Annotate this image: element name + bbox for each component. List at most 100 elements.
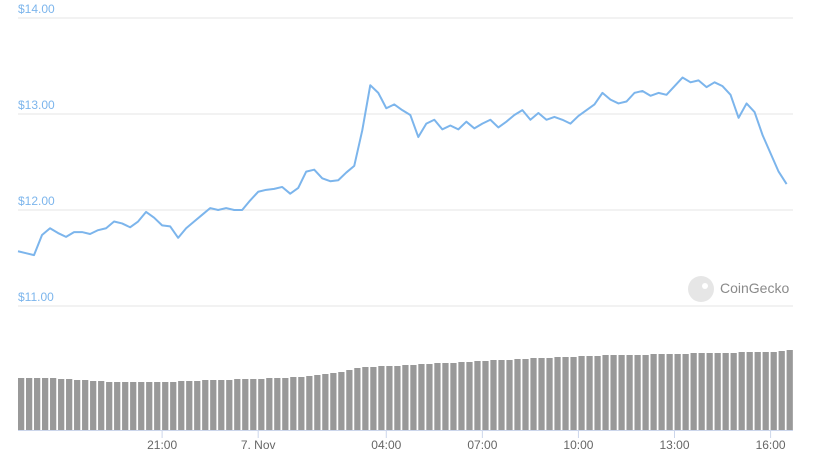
volume-bar [234, 379, 241, 430]
volume-bar [90, 381, 97, 430]
volume-bar [474, 361, 481, 430]
volume-bar [218, 380, 225, 430]
volume-bar [610, 355, 617, 430]
volume-bar [26, 378, 33, 430]
volume-bar [34, 378, 41, 430]
y-tick-label: $12.00 [18, 194, 55, 208]
volume-bar [714, 353, 721, 430]
volume-bar [586, 356, 593, 430]
x-tick-label: 21:00 [147, 438, 177, 452]
volume-bar [298, 377, 305, 430]
volume-bar [98, 381, 105, 430]
volume-bar [498, 360, 505, 430]
volume-bar [50, 378, 57, 430]
volume-bar [226, 380, 233, 430]
y-tick-label: $14.00 [18, 2, 55, 16]
volume-bar [82, 380, 89, 430]
volume-bar [18, 378, 25, 430]
volume-bar [634, 355, 641, 430]
volume-bar [706, 353, 713, 430]
volume-bar [154, 382, 161, 430]
volume-bar [178, 381, 185, 430]
volume-bar [114, 382, 121, 430]
volume-bar [778, 351, 785, 430]
watermark-text: CoinGecko [720, 280, 789, 296]
volume-bar [642, 355, 649, 430]
watermark-icon [688, 276, 714, 302]
volume-bar [482, 361, 489, 430]
volume-bar [402, 365, 409, 430]
volume-bar [682, 354, 689, 430]
volume-bar [146, 382, 153, 430]
volume-bar [274, 378, 281, 430]
volume-bar [418, 364, 425, 430]
volume-bar [106, 382, 113, 430]
volume-bar [74, 380, 81, 430]
volume-bar [442, 363, 449, 430]
volume-bar [538, 358, 545, 430]
volume-bar [314, 375, 321, 430]
volume-bar [138, 382, 145, 430]
volume-bar [690, 353, 697, 430]
volume-bar [330, 373, 337, 430]
volume-bar [194, 381, 201, 430]
volume-bar [130, 382, 137, 430]
volume-bar [322, 374, 329, 430]
x-tick-label: 07:00 [467, 438, 497, 452]
volume-bar [770, 352, 777, 430]
price-line [17, 76, 788, 257]
volume-bar [250, 379, 257, 430]
volume-bar [362, 367, 369, 430]
watermark-icon-eye [702, 283, 708, 289]
volume-bar [210, 380, 217, 430]
watermark: CoinGecko [688, 276, 789, 302]
volume-bar [170, 382, 177, 430]
volume-bar [58, 379, 65, 430]
volume-bar [466, 362, 473, 430]
volume-bar [746, 352, 753, 430]
volume-bar [410, 365, 417, 430]
volume-bar [266, 378, 273, 430]
volume-bar [658, 354, 665, 430]
volume-bar [242, 379, 249, 430]
volume-bar [562, 357, 569, 430]
volume-bar [66, 379, 73, 430]
x-tick-label: 16:00 [756, 438, 786, 452]
volume-bar [578, 356, 585, 430]
volume-bar [522, 359, 529, 430]
volume-bar [514, 359, 521, 430]
volume-bar [666, 354, 673, 430]
volume-bar [386, 366, 393, 430]
volume-bar [738, 352, 745, 430]
volume-bar [506, 360, 513, 430]
volume-bar [594, 356, 601, 430]
volume-bar [122, 382, 129, 430]
volume-bar [602, 355, 609, 430]
volume-bar [754, 352, 761, 430]
volume-bar [730, 353, 737, 430]
volume-bar [458, 362, 465, 430]
volume-bar [378, 366, 385, 430]
x-tick-label: 7. Nov [241, 438, 276, 452]
volume-bar [306, 376, 313, 430]
volume-bar [202, 380, 209, 430]
volume-bar [290, 377, 297, 430]
volume-bar [722, 353, 729, 430]
x-tick-label: 04:00 [371, 438, 401, 452]
volume-bar [186, 381, 193, 430]
volume-bar [426, 364, 433, 430]
x-tick-label: 10:00 [563, 438, 593, 452]
volume-bar [434, 363, 441, 430]
volume-bar [762, 352, 769, 430]
volume-bar [346, 370, 353, 430]
volume-bar [626, 355, 633, 430]
volume-bar [42, 378, 49, 430]
volume-bar [354, 368, 361, 430]
volume-bar [674, 354, 681, 430]
volume-bar [570, 357, 577, 430]
volume-bar [258, 379, 265, 430]
volume-bar [546, 358, 553, 430]
volume-bar [394, 366, 401, 430]
